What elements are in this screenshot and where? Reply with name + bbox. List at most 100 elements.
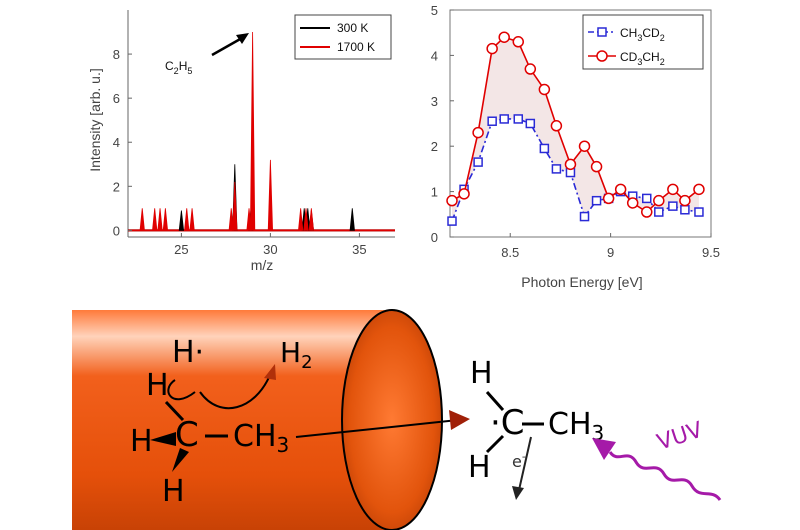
- chart2-point-cd3ch2: [667, 183, 679, 196]
- electron-label: e-: [512, 450, 526, 471]
- chart2-point-ch3cd2: [551, 164, 562, 174]
- chart2-series: [446, 31, 705, 226]
- chart2-legend: CH3CD2 CD3CH2: [582, 14, 704, 70]
- chart1-ytick-label: 6: [113, 91, 120, 106]
- chart2-fill: [452, 37, 699, 222]
- chart2-point-cd3ch2: [679, 194, 691, 207]
- chart2-point-cd3ch2: [486, 42, 498, 55]
- chart2-xtick-label: 9.5: [702, 245, 720, 260]
- chart2-point-ch3cd2: [642, 193, 652, 204]
- chart2-point-cd3ch2: [498, 31, 510, 43]
- annotation-arrowhead: [236, 33, 249, 44]
- chart1-peak: [349, 208, 355, 231]
- chart1-annotation: C2H5: [165, 33, 249, 76]
- chart2-ytick-label: 4: [431, 48, 438, 63]
- chart2-ticks: 8.5 9 9.5 0 1 2 3 4 5: [431, 3, 720, 260]
- r-bond-top: [485, 391, 505, 411]
- methyl-group: CH3: [233, 419, 289, 457]
- chart1-ytick-label: 8: [113, 47, 120, 62]
- chart2-point-ch3cd2: [473, 157, 483, 167]
- chart2-point-cd3ch2: [653, 194, 665, 207]
- chart2-point-ch3cd2: [654, 207, 664, 217]
- chart2-point-ch3cd2: [591, 195, 602, 206]
- chart2-box: [449, 9, 712, 238]
- carbon-left: C: [175, 415, 199, 455]
- annotation-sub1: 2: [174, 66, 179, 76]
- chart1-series: [128, 32, 395, 232]
- bond-c-h-top: [164, 400, 185, 422]
- chart1-frame: [127, 10, 395, 238]
- transfer-arrow: [295, 419, 459, 438]
- h-left: H: [130, 424, 153, 459]
- chart1-legend: 300 K 1700 K: [294, 14, 392, 60]
- chart1-peak: [152, 208, 158, 231]
- chart2-point-ch3cd2: [447, 216, 457, 226]
- annotation-arrow: [211, 36, 243, 57]
- chart2-point-cd3ch2: [590, 160, 603, 173]
- r-h-top: H: [470, 356, 493, 391]
- chart2-frame: [449, 9, 712, 238]
- chart2-point-cd3ch2: [472, 126, 484, 139]
- chart2-point-cd3ch2: [524, 63, 537, 75]
- vuv-label: VUV: [654, 418, 706, 456]
- transfer-arrowhead: [449, 410, 470, 430]
- bond-wedge-left: [150, 432, 176, 446]
- chart1-xtick-label: 30: [263, 242, 277, 257]
- legend-cd3ch2-marker: [596, 50, 608, 62]
- chart2-ytick-label: 5: [431, 3, 438, 18]
- chart1-peak: [184, 208, 190, 231]
- chart2-point-cd3ch2: [602, 192, 615, 205]
- annotation-c: C: [165, 59, 174, 73]
- chart2-point-ch3cd2: [579, 211, 590, 222]
- chart1-peak: [139, 208, 145, 231]
- chart1-ylabel: Intensity [arb. u.]: [87, 68, 103, 172]
- electron-arrowhead: [512, 486, 524, 500]
- chart2-ytick-label: 3: [431, 94, 438, 109]
- chart2-point-cd3ch2: [578, 140, 591, 152]
- chart2-point-cd3ch2: [512, 36, 525, 48]
- chart1-xtick-label: 25: [174, 242, 188, 257]
- annotation-h: H: [179, 59, 188, 73]
- electron-arrow: [518, 436, 532, 491]
- chart1-peak: [249, 32, 256, 231]
- chart1-peak: [228, 208, 234, 231]
- chart1-peak: [232, 181, 238, 231]
- h-bottom: H: [162, 474, 185, 509]
- chart2-point-cd3ch2: [693, 183, 705, 196]
- chart2-ytick-label: 1: [431, 185, 438, 200]
- legend-1700k-label: 1700 K: [337, 40, 375, 54]
- legend-ch3cd2-marker: [597, 27, 607, 37]
- vuv-photon: VUV: [592, 418, 722, 501]
- svg-text:C2H5: C2H5: [165, 59, 192, 76]
- reactor-tube-end: [341, 309, 443, 530]
- vuv-wave: [608, 451, 722, 501]
- h2-product: H2: [280, 336, 313, 373]
- r-bond-bottom: [485, 434, 505, 454]
- curved-arrow-h2: [199, 374, 271, 410]
- chart1-peak: [298, 208, 304, 231]
- annotation-sub2: 5: [187, 66, 192, 76]
- chart1-ytick-label: 4: [113, 135, 120, 150]
- legend-ch3cd2-label: CH3CD2: [620, 26, 665, 43]
- chart2-ytick-label: 2: [431, 139, 438, 154]
- reactor-tube: [72, 310, 390, 530]
- chart2-point-cd3ch2: [446, 194, 458, 207]
- chart1-peak: [178, 210, 185, 231]
- chart2-xlabel: Photon Energy [eV]: [521, 274, 642, 290]
- arrowhead-h2: [264, 364, 276, 380]
- chart1-ytick-label: 2: [113, 179, 120, 194]
- legend-300k-label: 300 K: [337, 21, 368, 35]
- chart2-point-ch3cd2: [668, 201, 678, 211]
- r-carbon: ·C: [490, 403, 525, 443]
- curved-arrow-h: [167, 379, 196, 401]
- chart2-point-ch3cd2: [539, 143, 550, 154]
- h-top: H: [146, 368, 169, 403]
- chart2-point-cd3ch2: [626, 197, 639, 209]
- bond-wedge-bottom: [172, 448, 189, 472]
- chart2-point-cd3ch2: [458, 188, 470, 200]
- chart1-xtick-label: 35: [352, 242, 366, 257]
